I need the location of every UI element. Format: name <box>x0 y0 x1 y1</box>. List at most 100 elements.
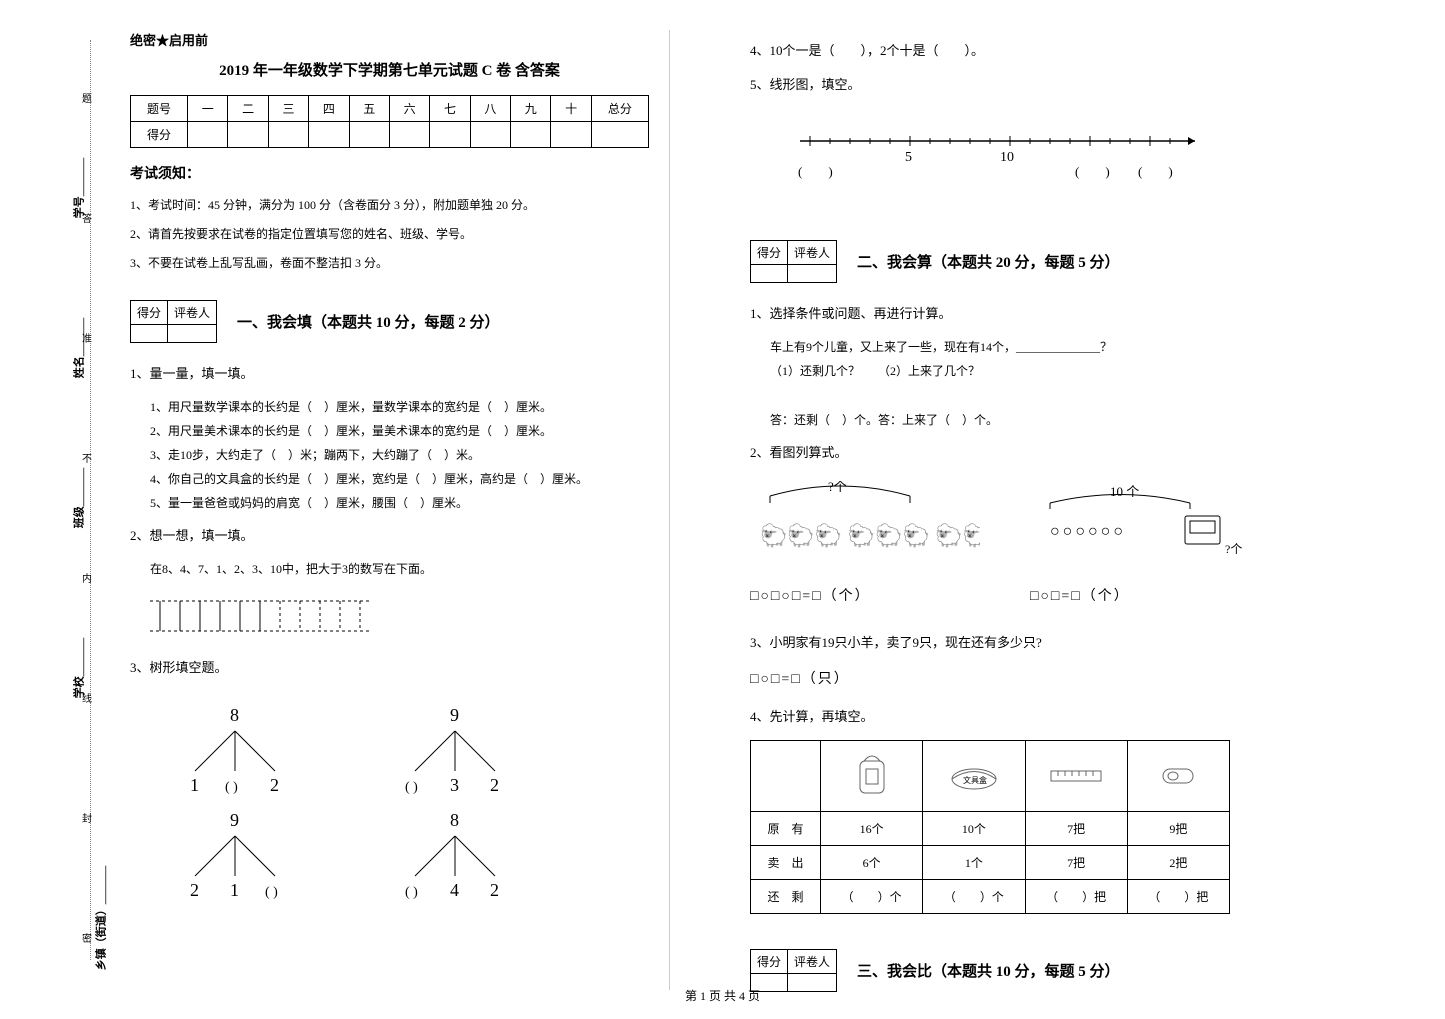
header-cell: 十 <box>551 96 591 122</box>
svg-text:( ): ( ) <box>405 780 418 795</box>
header-cell: 七 <box>430 96 470 122</box>
tree-diagrams: 8 1 ( ) 2 9 2 1 ( ) 9 ( ) <box>170 701 649 901</box>
q1-sub: 3、走10步，大约走了（ ）米；蹦两下，大约蹦了（ ）米。 <box>150 443 649 467</box>
notice-item: 1、考试时间：45 分钟，满分为 100 分（含卷面分 3 分），附加题单独 2… <box>130 193 649 217</box>
svg-text:3: 3 <box>450 775 459 795</box>
section3-title: 三、我会比（本题共 10 分，每题 5 分） <box>857 960 1120 981</box>
svg-text:( ): ( ) <box>1075 164 1110 179</box>
score-box: 得分评卷人 <box>750 949 837 992</box>
ruler-icon <box>1025 741 1127 812</box>
cell: 9把 <box>1127 812 1229 846</box>
s2q2-text: 2、看图列算式。 <box>750 440 1270 466</box>
notice-title: 考试须知： <box>130 163 649 183</box>
q3-text: 3、树形填空题。 <box>130 655 649 681</box>
svg-text:?个: ?个 <box>828 481 847 494</box>
row-label: 还 剩 <box>751 880 821 914</box>
header-cell: 总分 <box>591 96 648 122</box>
eq2: □○□=□（个） <box>1030 585 1270 605</box>
s2q1-line1: 车上有9个儿童，又上来了一些，现在有14个，______________？ <box>770 335 1270 359</box>
header-cell: 一 <box>188 96 228 122</box>
q1-sub: 2、用尺量美术课本的长约是（ ）厘米，量美术课本的宽约是（ ）厘米。 <box>150 419 649 443</box>
cell: （ ）把 <box>1025 880 1127 914</box>
q4-text: 4、10个一是（ ），2个十是（ ）。 <box>750 38 1270 64</box>
eraser-icon <box>1127 741 1229 812</box>
row-label: 原 有 <box>751 812 821 846</box>
seal-text: 密 封 线 内 不 准 答 题 <box>82 60 97 940</box>
tree-left-icon: 8 1 ( ) 2 9 2 1 ( ) <box>170 701 310 901</box>
svg-text:4: 4 <box>450 880 459 900</box>
eq1: □○□○□=□（个） <box>750 585 990 605</box>
svg-text:1: 1 <box>230 880 239 900</box>
svg-text:8: 8 <box>230 705 239 725</box>
svg-text:( ): ( ) <box>1138 164 1173 179</box>
svg-text:文具盒: 文具盒 <box>963 775 987 785</box>
page-content: 绝密★启用前 2019 年一年级数学下学期第七单元试题 C 卷 含答案 题号 一… <box>110 30 1420 990</box>
sidebar-labels: 乡镇（街道）_______ 学校_______ 班级_______ 姓名____… <box>48 60 78 940</box>
page-footer: 第 1 页 共 4 页 <box>0 987 1445 1004</box>
s2q1-line2: （1）还剩几个？ （2）上来了几个？ <box>770 359 1270 383</box>
svg-text:2: 2 <box>490 775 499 795</box>
svg-text:2: 2 <box>190 880 199 900</box>
header-cell: 五 <box>349 96 389 122</box>
q1-sub: 1、用尺量数学课本的长约是（ ）厘米，量数学课本的宽约是（ ）厘米。 <box>150 395 649 419</box>
svg-text:( ): ( ) <box>265 885 278 900</box>
boxes-icon <box>150 596 370 636</box>
svg-text:10 个: 10 个 <box>1110 484 1139 499</box>
svg-text:○○○○○○: ○○○○○○ <box>1050 523 1126 540</box>
left-column: 绝密★启用前 2019 年一年级数学下学期第七单元试题 C 卷 含答案 题号 一… <box>110 30 670 990</box>
confidential-mark: 绝密★启用前 <box>130 30 649 49</box>
svg-text:2: 2 <box>490 880 499 900</box>
row-label: 卖 出 <box>751 846 821 880</box>
right-column: 4、10个一是（ ），2个十是（ ）。 5、线形图，填空。 5 10 ( ) (… <box>730 30 1290 990</box>
cell: 16个 <box>821 812 923 846</box>
row-label: 得分 <box>131 122 188 148</box>
svg-text:9: 9 <box>230 810 239 830</box>
svg-text:( ): ( ) <box>798 164 833 179</box>
header-cell: 九 <box>511 96 551 122</box>
cell: 2把 <box>1127 846 1229 880</box>
header-cell: 八 <box>470 96 510 122</box>
header-cell: 三 <box>268 96 308 122</box>
cell: （ ）个 <box>923 880 1025 914</box>
cell: 7把 <box>1025 846 1127 880</box>
cell: （ ）把 <box>1127 880 1229 914</box>
cell: 10个 <box>923 812 1025 846</box>
svg-text:( ): ( ) <box>405 885 418 900</box>
q1-sub: 4、你自己的文具盒的长约是（ ）厘米，宽约是（ ）厘米，高约是（ ）厘米。 <box>150 467 649 491</box>
number-axis-icon: 5 10 ( ) ( ) ( ) <box>790 121 1210 181</box>
s2q3-text: 3、小明家有19只小羊，卖了9只，现在还有多少只? <box>750 630 1270 656</box>
sheep-diagram: ?个 🐑🐑🐑 🐑🐑🐑 🐑🐑 □○□○□=□（个） 10 个 ○○○○○○ ?个 <box>750 481 1270 615</box>
s2q1-answer: 答：还剩（ ）个。答：上来了（ ）个。 <box>770 408 1270 432</box>
sheep-left-icon: ?个 🐑🐑🐑 🐑🐑🐑 🐑🐑 <box>750 481 980 571</box>
number-line-boxes <box>150 596 629 640</box>
s2q3-eq: □○□=□（只） <box>750 666 1270 694</box>
score-summary-table: 题号 一 二 三 四 五 六 七 八 九 十 总分 得分 <box>130 95 649 148</box>
exam-title: 2019 年一年级数学下学期第七单元试题 C 卷 含答案 <box>130 59 649 80</box>
svg-text:2: 2 <box>270 775 279 795</box>
cell: （ ）个 <box>821 880 923 914</box>
q1-text: 1、量一量，填一填。 <box>130 361 649 387</box>
header-cell: 四 <box>309 96 349 122</box>
pencilcase-icon: 文具盒 <box>923 741 1025 812</box>
svg-text:( ): ( ) <box>225 780 238 795</box>
s2q1-text: 1、选择条件或问题、再进行计算。 <box>750 301 1270 327</box>
svg-text:5: 5 <box>905 150 912 165</box>
score-box: 得分评卷人 <box>130 300 217 343</box>
score-box: 得分评卷人 <box>750 240 837 283</box>
tree-right-icon: 9 ( ) 3 2 8 ( ) 4 2 <box>390 701 530 901</box>
svg-text:🐑🐑🐑 🐑🐑🐑 🐑🐑: 🐑🐑🐑 🐑🐑🐑 🐑🐑 <box>760 522 980 548</box>
q5-text: 5、线形图，填空。 <box>750 72 1270 98</box>
svg-text:9: 9 <box>450 705 459 725</box>
header-cell: 题号 <box>131 96 188 122</box>
svg-text:?个: ?个 <box>1225 542 1242 556</box>
header-cell: 二 <box>228 96 268 122</box>
cell: 7把 <box>1025 812 1127 846</box>
cell: 1个 <box>923 846 1025 880</box>
cell: 6个 <box>821 846 923 880</box>
q1-sub: 5、量一量爸爸或妈妈的肩宽（ ）厘米，腰围（ ）厘米。 <box>150 491 649 515</box>
printer-right-icon: 10 个 ○○○○○○ ?个 <box>1030 481 1260 571</box>
q2-sub: 在8、4、7、1、2、3、10中，把大于3的数写在下面。 <box>150 557 649 581</box>
svg-text:1: 1 <box>190 775 199 795</box>
calc-table: 文具盒 原 有 16个 10个 7把 9把 卖 出 6个 1个 7 <box>750 740 1230 914</box>
s2q4-text: 4、先计算，再填空。 <box>750 704 1270 730</box>
